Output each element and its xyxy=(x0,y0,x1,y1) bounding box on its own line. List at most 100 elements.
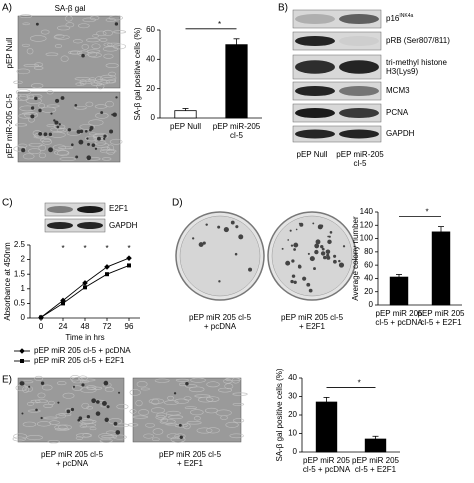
lane-label: pEP miR-205 cl-5 xyxy=(336,150,384,168)
cell-texture xyxy=(22,386,30,393)
petri-dish-inner xyxy=(179,215,261,297)
stained-cell xyxy=(101,400,107,406)
y-tick-label: 20 xyxy=(146,84,155,93)
y-tick-label: 2 xyxy=(21,255,26,264)
stained-cell xyxy=(55,98,60,103)
x-tick-label: pEP miR 205 cl-5 + E2F1 xyxy=(418,309,466,327)
y-tick-label: 20 xyxy=(364,287,373,296)
cell-texture xyxy=(103,42,113,47)
cell-texture xyxy=(99,148,117,154)
x-tick-label: pEP miR 205 cl-5 + pcDNA xyxy=(303,456,351,474)
cell-texture xyxy=(148,398,165,404)
cell-texture xyxy=(102,157,112,161)
cell-texture xyxy=(206,381,220,388)
stained-cell xyxy=(91,143,96,148)
cell-texture xyxy=(232,403,245,406)
petri-dish-inner xyxy=(271,215,353,297)
stained-cell xyxy=(79,129,84,134)
panel-label: A) xyxy=(2,3,12,14)
cell-texture xyxy=(129,389,141,396)
cell-texture xyxy=(88,119,104,126)
colony xyxy=(320,251,326,256)
cell-texture xyxy=(43,416,58,420)
bar xyxy=(225,44,248,119)
cell-texture xyxy=(98,433,113,440)
colony xyxy=(202,241,206,245)
cell-texture xyxy=(54,149,69,156)
cell-texture xyxy=(129,409,137,414)
colony xyxy=(342,245,346,248)
marker xyxy=(82,280,88,286)
blot-band xyxy=(77,206,103,213)
stained-cell xyxy=(104,417,109,422)
stained-cell xyxy=(70,407,75,412)
blot-band xyxy=(295,60,335,74)
image-label: pEP miR 205 cl-5 + pcDNA xyxy=(189,313,252,331)
cell-texture xyxy=(22,421,37,428)
cell-texture xyxy=(81,423,97,428)
cell-texture xyxy=(22,22,30,26)
y-axis-label: SA-β gal positive cells (%) xyxy=(133,27,142,120)
stained-cell xyxy=(115,430,121,435)
stained-cell xyxy=(86,137,89,140)
cell-texture xyxy=(54,34,65,39)
cell-texture xyxy=(30,35,47,42)
cell-texture xyxy=(101,435,118,438)
blot-band xyxy=(295,35,335,47)
cell-texture xyxy=(19,105,36,112)
cell-texture xyxy=(94,104,108,109)
cell-texture xyxy=(127,423,139,427)
stained-cell xyxy=(78,139,84,145)
colony xyxy=(338,259,341,263)
stained-cell xyxy=(103,137,106,140)
panel-title: SA-β gal xyxy=(55,4,86,13)
cell-texture xyxy=(72,39,83,44)
colony xyxy=(291,274,296,278)
stained-cell xyxy=(89,125,94,130)
stained-cell xyxy=(113,421,118,426)
cell-texture xyxy=(65,22,75,28)
cell-texture xyxy=(86,49,101,54)
cell-texture xyxy=(166,433,180,439)
cell-texture xyxy=(145,422,155,428)
stained-cell xyxy=(100,111,104,115)
cell-texture xyxy=(79,378,96,382)
cell-texture xyxy=(28,148,42,155)
y-axis-label: Absorbance at 450nm xyxy=(3,242,12,321)
blot-band xyxy=(47,206,73,213)
blot-band xyxy=(77,222,103,229)
cell-texture xyxy=(64,15,73,22)
cell-texture xyxy=(36,421,52,427)
stained-cell xyxy=(30,106,35,110)
cell-texture xyxy=(132,415,149,419)
colony xyxy=(289,229,292,232)
cell-texture xyxy=(91,43,101,49)
cell-texture xyxy=(85,101,94,107)
cell-texture xyxy=(232,392,248,396)
colony xyxy=(327,239,332,245)
stained-cell xyxy=(48,132,53,137)
bar xyxy=(431,231,451,306)
blot-label: GAPDH xyxy=(109,221,138,230)
stained-cell xyxy=(179,435,183,440)
cell-texture xyxy=(75,82,84,86)
cell-texture xyxy=(16,68,31,75)
cell-texture xyxy=(152,428,164,435)
cell-texture xyxy=(154,378,170,383)
stained-cell xyxy=(106,405,110,409)
cell-texture xyxy=(53,34,70,40)
legend-marker xyxy=(20,359,24,363)
x-axis-label: Time in hrs xyxy=(65,333,104,342)
colony xyxy=(302,276,307,281)
cell-texture xyxy=(21,43,30,47)
cell-texture xyxy=(26,402,34,406)
stained-cell xyxy=(74,104,78,107)
cell-texture xyxy=(81,402,90,409)
cell-texture xyxy=(15,89,31,96)
cell-texture xyxy=(43,403,53,409)
cell-texture xyxy=(79,123,95,130)
significance-marker: * xyxy=(83,244,86,253)
cell-texture xyxy=(31,83,44,89)
colony xyxy=(306,282,311,287)
